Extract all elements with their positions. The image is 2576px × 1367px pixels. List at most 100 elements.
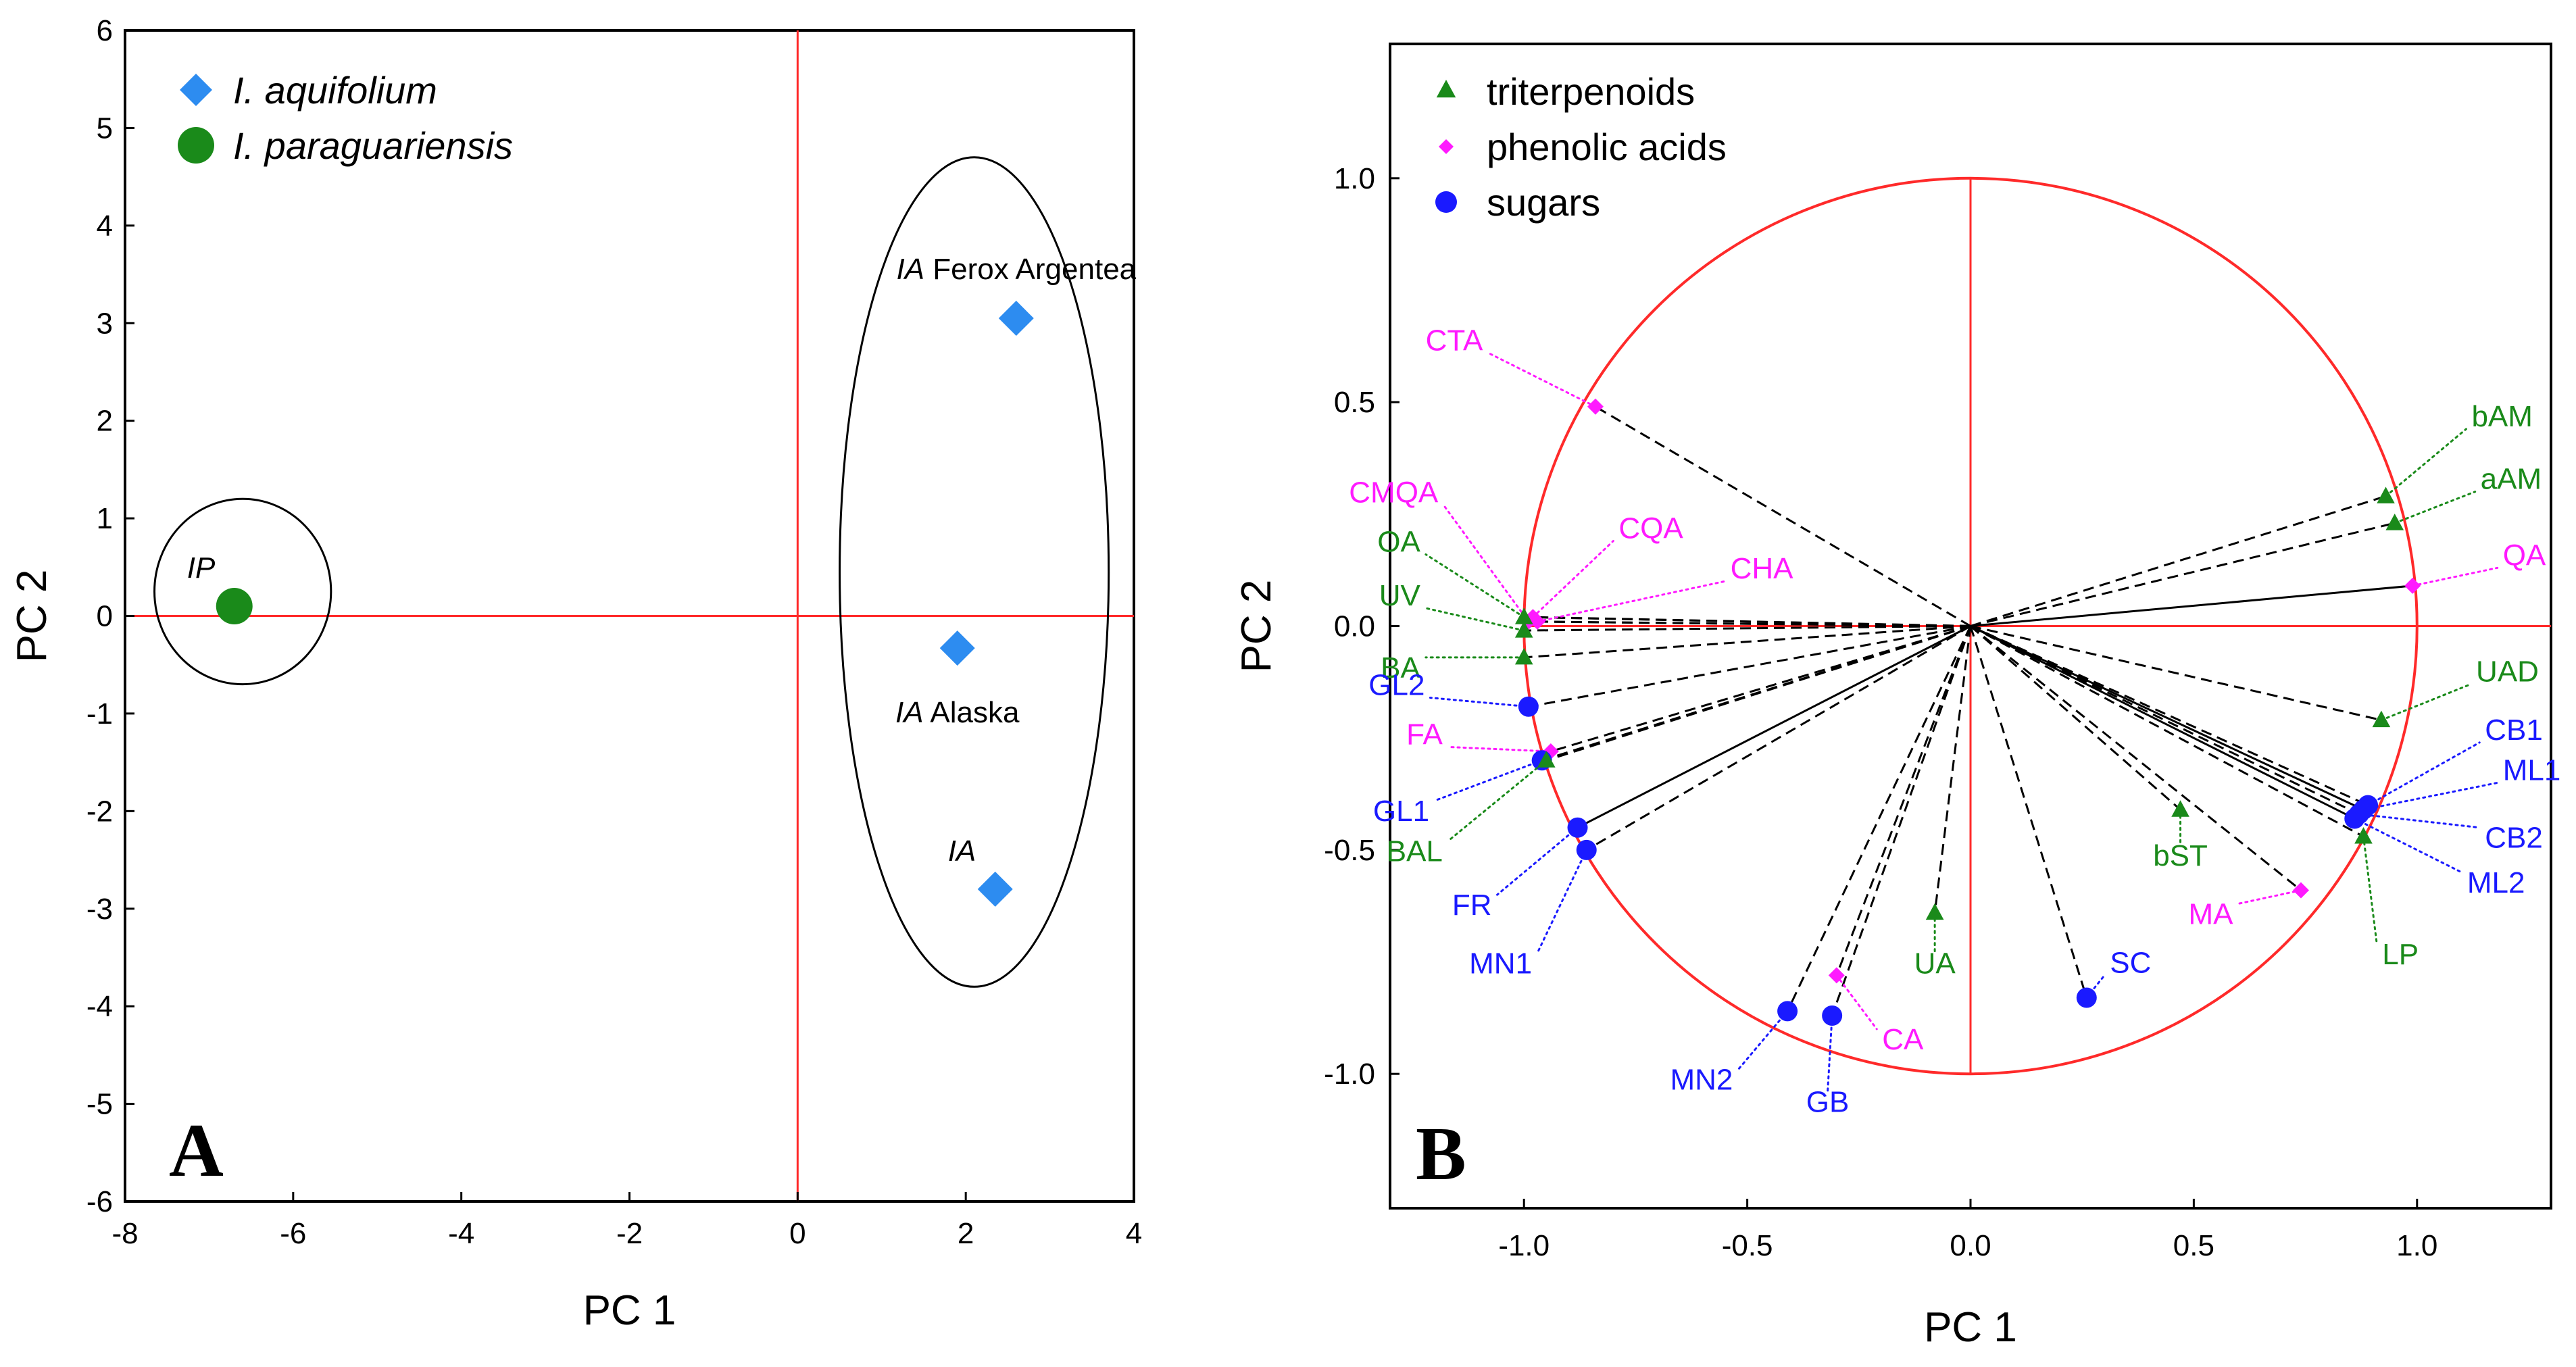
panel-b-loading-vector-uv: [1524, 625, 1971, 632]
panel-a-point-label: IA Alaska: [895, 696, 1020, 729]
panel-b-triterpenoid-marker: [2171, 800, 2189, 817]
panel-b-phenolic-acid-marker: [2292, 882, 2309, 899]
panel-b-x-axis-title: PC 1: [1924, 1304, 2017, 1351]
panel-b-leader-line-fa: [1447, 745, 1552, 753]
panel-b-x-tick-label: -0.5: [1722, 1229, 1773, 1262]
panel-b-variable-label-fr: FR: [1452, 889, 1492, 922]
panel-b-loading-vector-uad: [1970, 625, 2382, 722]
panel-b-variable-label-ua: UA: [1914, 947, 1956, 980]
panel-b-triterpenoid-marker: [1925, 903, 1944, 920]
panel-b-sugar-marker: [1518, 696, 1539, 717]
panel-b-variable-label-aam: aAM: [2481, 463, 2542, 496]
panel-b-y-tick-label: 1.0: [1334, 162, 1375, 195]
panel-a-y-tick-label: -2: [86, 795, 113, 828]
panel-a-y-tick-label: 3: [97, 307, 113, 340]
panel-b-leader-line-cha: [1536, 580, 1727, 623]
panel-b-variable-label-uad: UAD: [2476, 655, 2539, 689]
panel-b-loading-vector-ma: [1970, 625, 2302, 891]
panel-b-y-tick-label: -0.5: [1324, 834, 1375, 867]
panel-a-y-tick-label: 1: [97, 502, 113, 535]
panel-b-legend-label: phenolic acids: [1487, 126, 1727, 168]
panel-b-variable-label-lp: LP: [2382, 938, 2419, 971]
panel-b-triterpenoid-marker: [1514, 607, 1533, 624]
panel-a-aquifolium-point: [977, 871, 1013, 907]
panel-a-legend-diamond-marker: [180, 74, 212, 106]
panel-b-variable-label-ml2: ML2: [2467, 866, 2525, 899]
panel-b-loading-vector-ml2: [1970, 625, 2355, 820]
panel-a-point-label-species: IA: [896, 253, 924, 286]
panel-a-aquifolium-group-ellipse: [839, 156, 1110, 988]
panel-a-legend-circle-marker: [178, 127, 214, 164]
panel-b-leader-line-mn1: [1536, 849, 1588, 954]
panel-b-variable-label-gl2: GL2: [1368, 669, 1425, 702]
panel-b-letter: B: [1416, 1112, 1466, 1196]
panel-b-triterpenoid-marker: [2372, 710, 2391, 728]
panel-b-leader-line-ca: [1835, 974, 1878, 1030]
panel-a-point-label: IA: [948, 835, 976, 868]
panel-b-variable-label-mn1: MN1: [1469, 947, 1532, 980]
panel-b-leader-line-gl1: [1433, 759, 1543, 802]
panel-b-loading-vector-oa: [1524, 616, 1971, 627]
panel-b-leader-line-cmqa: [1442, 504, 1530, 623]
panel-b-variable-label-cb2: CB2: [2485, 822, 2543, 855]
panel-b-loading-vector-mn2: [1786, 625, 1972, 1012]
panel-a-letter: A: [169, 1109, 224, 1193]
panel-a-legend-label: I. paraguariensis: [233, 124, 513, 167]
panel-b-loading-vector-bst: [1970, 625, 2181, 811]
panel-b-leader-line-cqa: [1531, 540, 1614, 618]
panel-b-variable-label-bst: bST: [2153, 839, 2208, 872]
panel-b-triterpenoid-marker: [2354, 826, 2373, 844]
panel-a-y-tick-label: -3: [86, 893, 113, 926]
panel-b-loading-vector-ba: [1524, 625, 1971, 659]
panel-b-loading-vector-qa: [1970, 585, 2413, 627]
panel-b-legend-circle-marker: [1435, 191, 1457, 213]
panel-a-y-tick-label: 2: [97, 405, 113, 438]
panel-b-leader-line-mn2: [1737, 1010, 1789, 1071]
panel-a-y-tick-label: -6: [86, 1185, 113, 1218]
panel-b-variable-label-qa: QA: [2503, 539, 2546, 572]
panel-b-triterpenoid-marker: [1514, 647, 1533, 665]
panel-a-x-tick-label: 2: [958, 1217, 974, 1250]
panel-a-y-tick-label: 4: [97, 209, 113, 243]
panel-b-triterpenoid-marker: [2377, 487, 2395, 503]
panel-b-variable-label-ml1: ML1: [2503, 753, 2561, 787]
panel-b-sugar-marker: [1567, 817, 1588, 838]
panel-b-variable-label-cb1: CB1: [2485, 714, 2543, 747]
panel-b-leader-line-bal: [1447, 759, 1547, 843]
panel-b-loading-vector-ml1: [1970, 625, 2364, 811]
panel-b-leader-line-fr: [1496, 826, 1579, 896]
panel-b-leader-line-oa: [1425, 553, 1525, 618]
panel-b-loading-vector-bam: [1970, 495, 2386, 627]
panel-a-aquifolium-point: [939, 630, 975, 666]
panel-b-loading-vector-lp: [1970, 625, 2364, 838]
panel-b-leader-line-cta: [1487, 351, 1597, 408]
panel-b-variable-label-gl1: GL1: [1373, 795, 1429, 828]
panel-b-leader-line-ml2: [2353, 817, 2463, 874]
panel-a-point-label-cultivar: Alaska: [924, 696, 1020, 729]
panel-b-variable-label-oa: OA: [1377, 525, 1420, 558]
panel-b-legend-triangle-marker: [1436, 80, 1456, 98]
panel-b-variable-label-ca: CA: [1882, 1023, 1924, 1056]
panel-b-sugar-marker: [2076, 987, 2097, 1008]
panel-b-triterpenoid-marker: [1537, 751, 1556, 768]
panel-a-point-label: IA Ferox Argentea: [896, 253, 1136, 286]
panel-b-x-tick-label: 0.0: [1950, 1229, 1991, 1262]
panel-b-y-axis-title: PC 2: [1233, 580, 1280, 673]
panel-b-y-tick-label: 0.5: [1334, 386, 1375, 419]
panel-b-variable-label-cmqa: CMQA: [1349, 476, 1439, 509]
panel-b-leader-line-lp: [2362, 835, 2378, 945]
panel-b-leader-line-qa: [2411, 566, 2499, 587]
panel-a-aquifolium-point: [998, 301, 1034, 337]
panel-b-triterpenoid-marker: [2385, 514, 2404, 530]
panel-b-phenolic-acid-marker: [1587, 398, 1604, 415]
panel-b-sugar-marker: [1777, 1001, 1798, 1022]
panel-a-y-tick-label: -5: [86, 1088, 113, 1121]
panel-b-leader-line-gl2: [1429, 697, 1530, 708]
panel-b-variable-label-uv: UV: [1379, 579, 1421, 612]
panel-b-loading-vector-sc: [1969, 626, 2088, 998]
panel-a-y-axis-title: PC 2: [9, 570, 55, 663]
panel-b-loading-vector-mn1: [1585, 625, 1971, 851]
panel-a-point-label-species: IA: [948, 835, 976, 868]
